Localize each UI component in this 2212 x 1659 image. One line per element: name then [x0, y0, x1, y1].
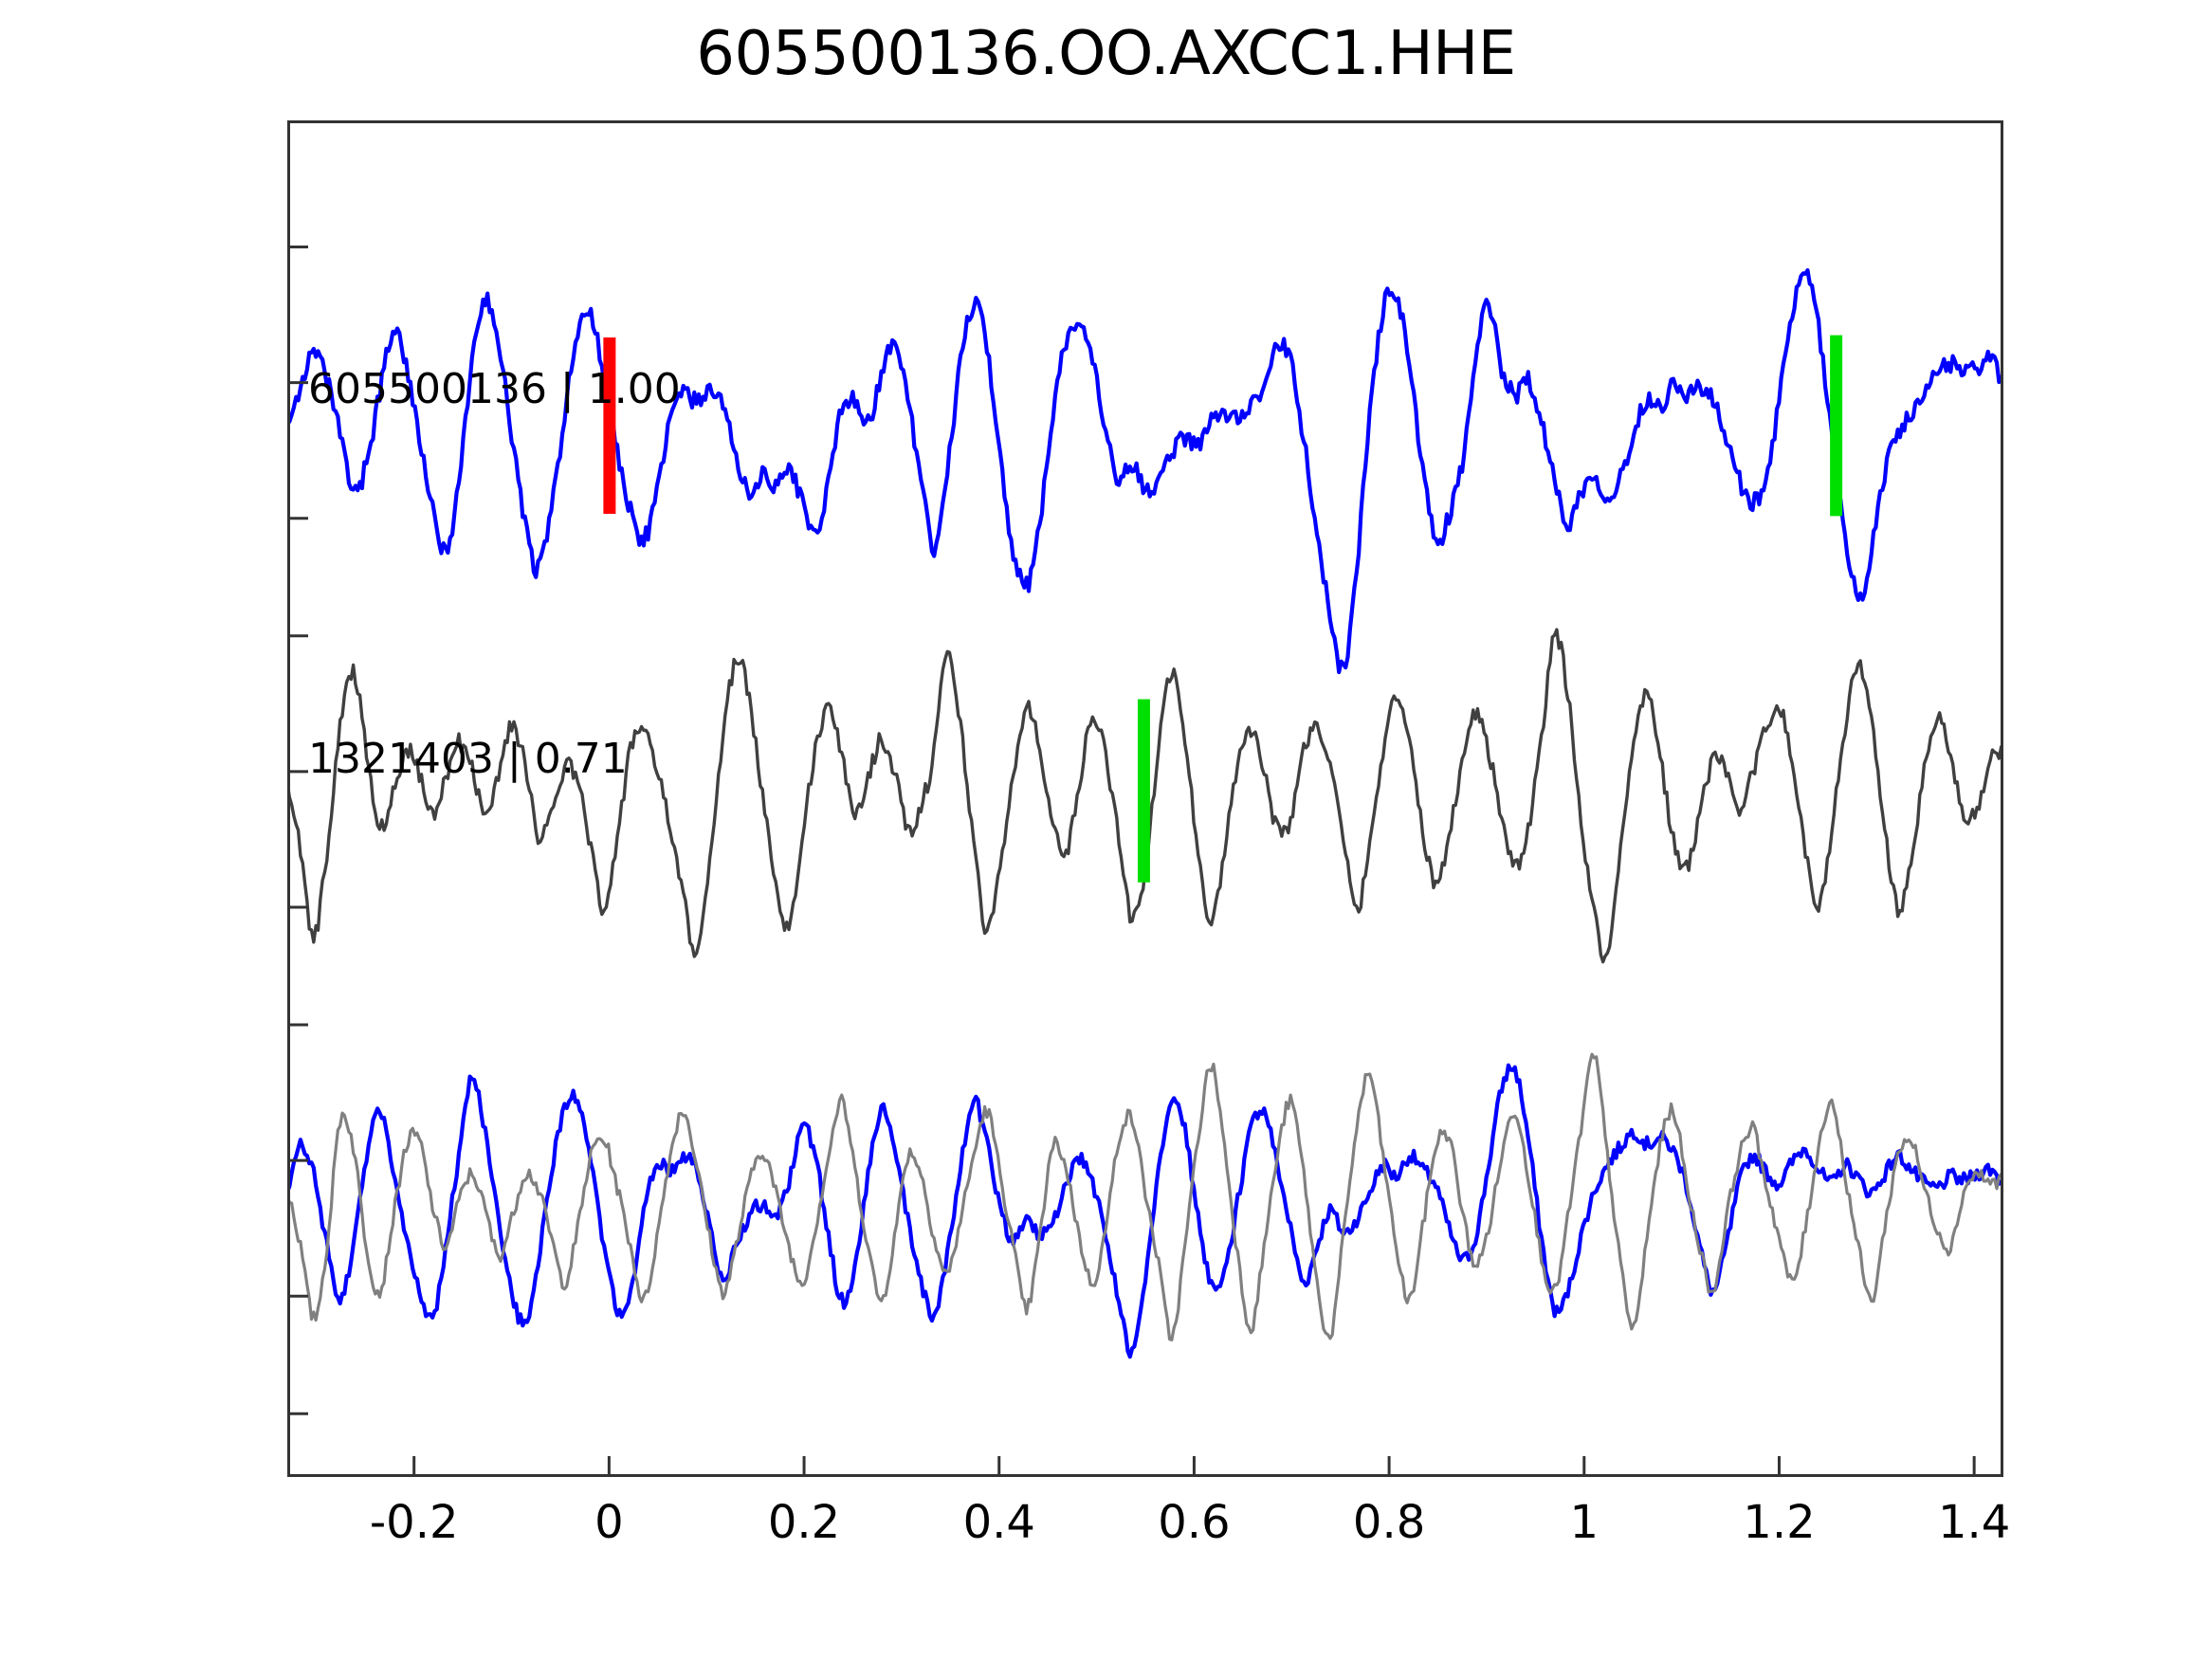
x-tick-label-6: 1: [1569, 1496, 1600, 1549]
waveform-plot: [287, 120, 2003, 1477]
x-tick-label-8: 1.4: [1937, 1496, 2011, 1549]
x-tick-label-5: 0.8: [1352, 1496, 1426, 1549]
trace-label-detection: 1321403 | 0.71: [308, 735, 628, 783]
waveform-trace-overlay-gray: [287, 1052, 2003, 1341]
x-tick-label-1: 0: [594, 1496, 624, 1549]
x-tick-label-3: 0.4: [962, 1496, 1035, 1549]
trace-label-template: 605500136 | 1.00: [308, 365, 681, 413]
x-tick-label-0: -0.2: [369, 1496, 459, 1549]
waveform-trace-605500136: [287, 267, 2003, 675]
green-pick-trace1: [1830, 335, 1843, 517]
x-tick-marks: [412, 1456, 1976, 1477]
x-tick-label-2: 0.2: [767, 1496, 841, 1549]
pick-markers-group: [603, 335, 1843, 883]
page-title: 605500136.OO.AXCC1.HHE: [696, 19, 1516, 89]
plot-frame: [287, 120, 2003, 1477]
plot-area: [287, 120, 2003, 1477]
red-pick-trace1: [603, 337, 616, 514]
x-tick-label-7: 1.2: [1743, 1496, 1816, 1549]
y-tick-marks: [287, 246, 308, 1415]
x-tick-label-4: 0.6: [1158, 1496, 1231, 1549]
green-pick-trace2: [1137, 699, 1150, 883]
